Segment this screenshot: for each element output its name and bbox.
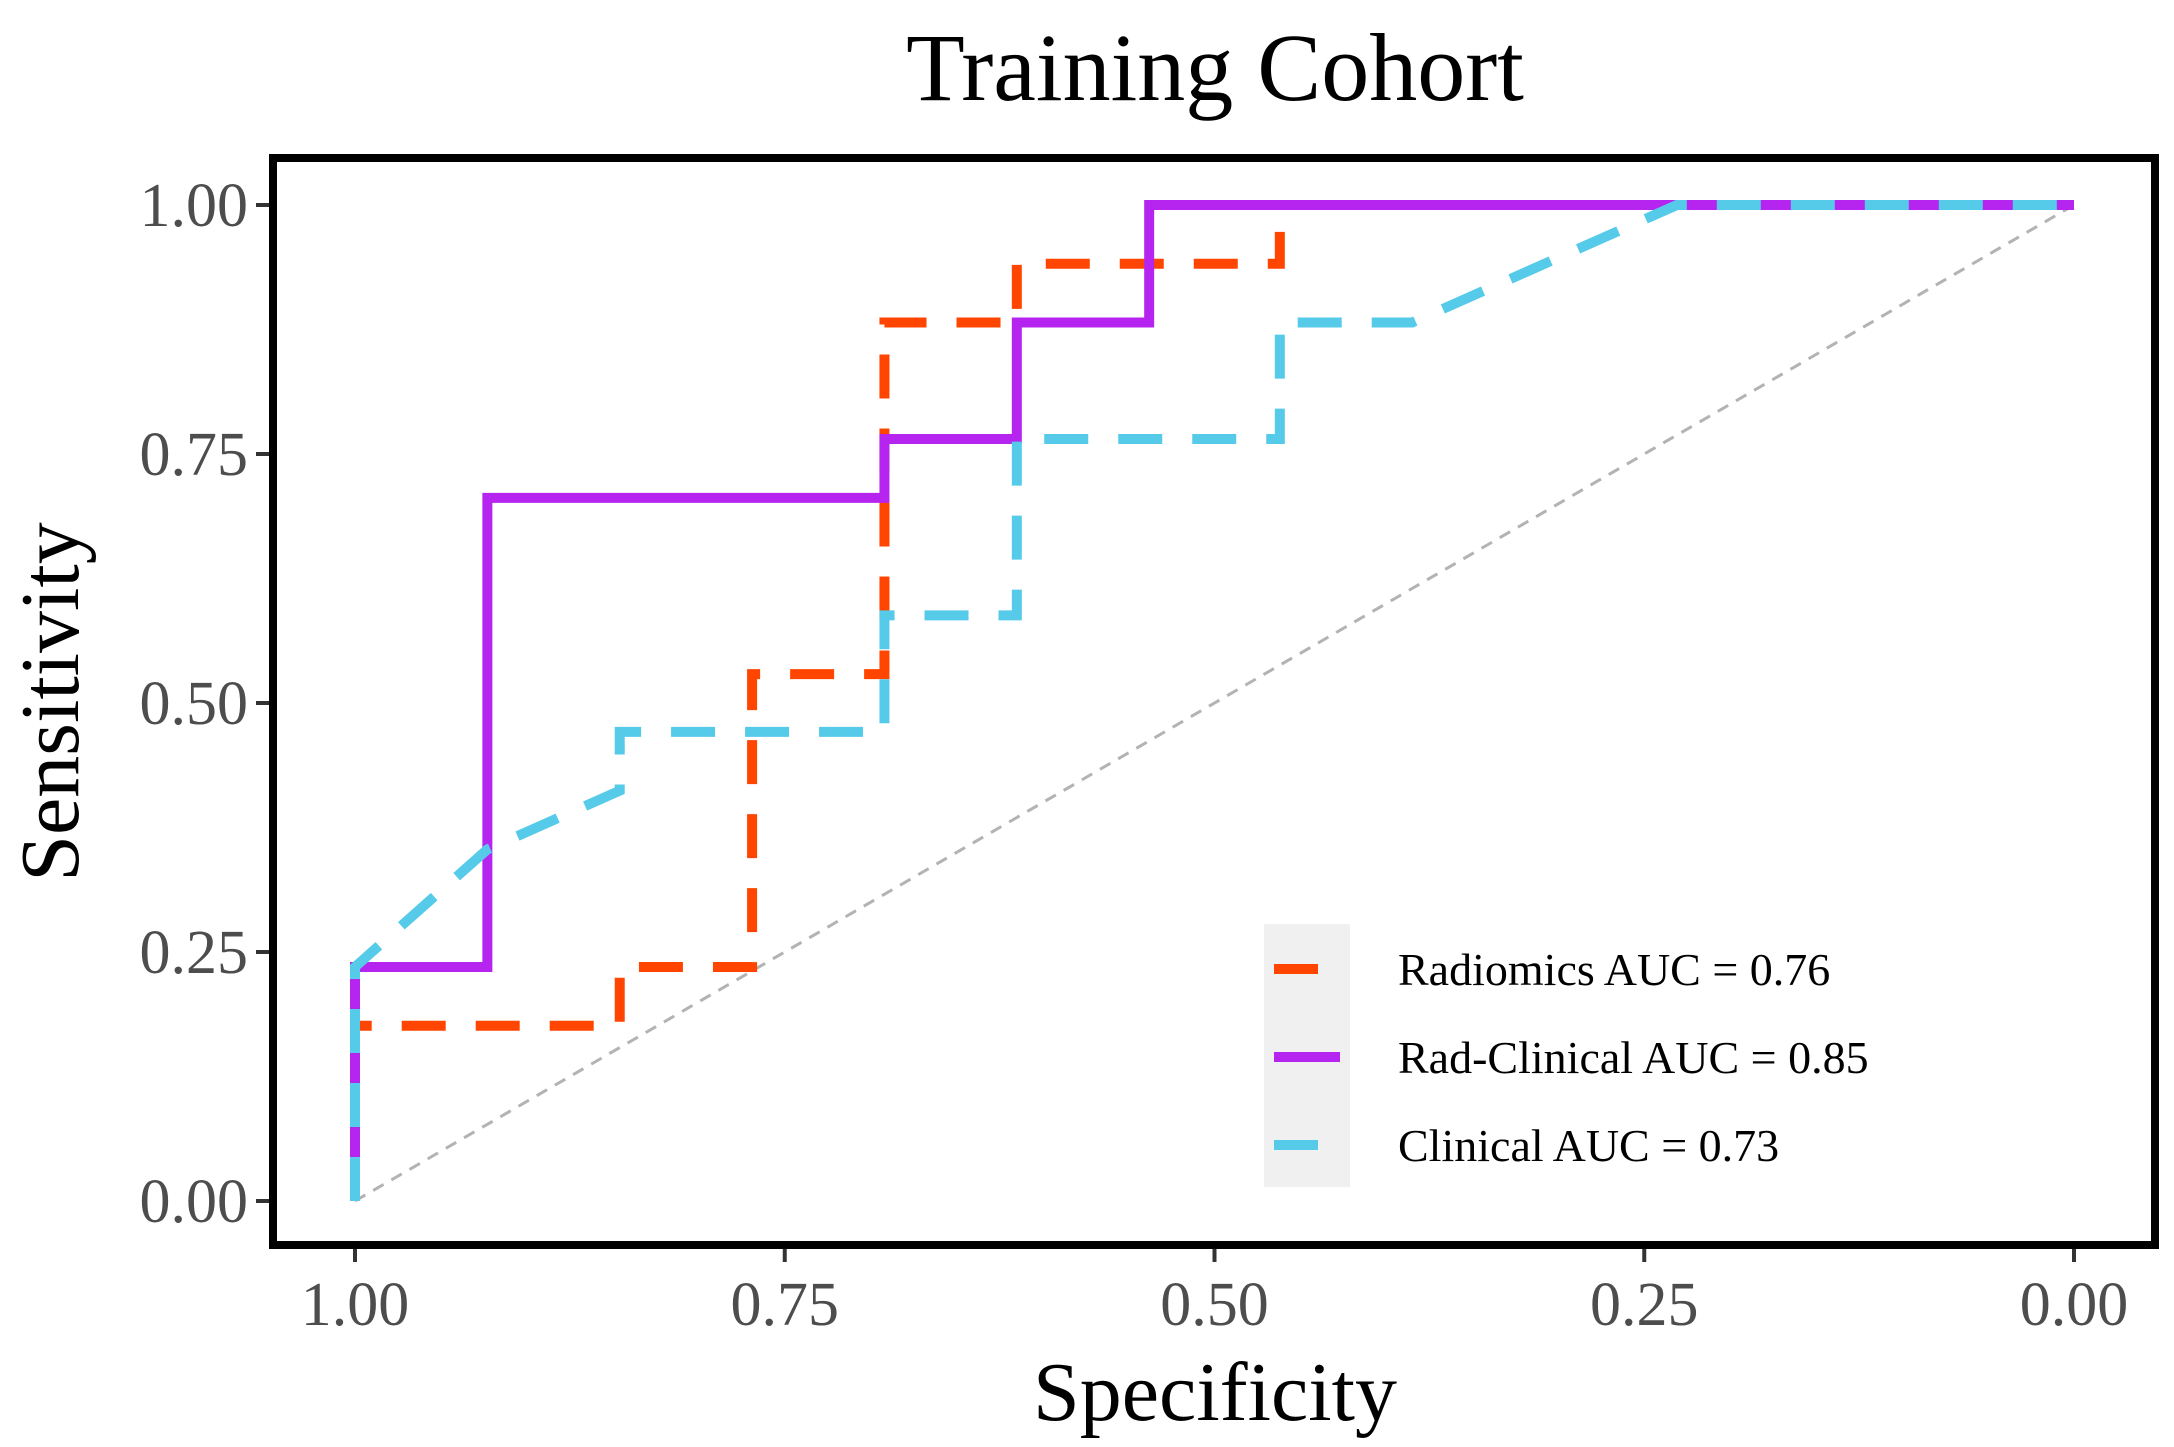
legend-label: Radiomics AUC = 0.76 [1398,944,1830,995]
x-tick-label: 1.00 [301,1271,410,1339]
y-tick-label: 0.00 [140,1168,249,1236]
x-tick-label: 0.25 [1590,1271,1699,1339]
roc-curve-2 [350,200,2074,1201]
y-tick-label: 0.75 [140,421,249,489]
reference-diagonal-line [354,203,2075,1203]
y-tick-label: 0.50 [140,670,249,738]
x-tick-label: 0.75 [731,1271,840,1339]
y-tick-label: 0.25 [140,919,249,987]
roc-curve-0 [350,200,2074,1201]
roc-curve-1 [350,200,2074,1201]
x-tick-label: 0.00 [2020,1271,2129,1339]
legend: Radiomics AUC = 0.76 Rad-Clinical AUC = 0… [1264,924,1869,1187]
legend-label: Rad-Clinical AUC = 0.85 [1398,1032,1869,1083]
plot-panel [269,154,2159,1249]
x-axis-title: Specificity [1033,1346,1397,1439]
y-axis-title: Sensitivity [4,522,97,881]
x-tick-label: 0.50 [1160,1271,1269,1339]
chart-title: Training Cohort [906,14,1524,121]
legend-label: Clinical AUC = 0.73 [1398,1120,1779,1171]
y-tick-label: 1.00 [140,172,249,240]
